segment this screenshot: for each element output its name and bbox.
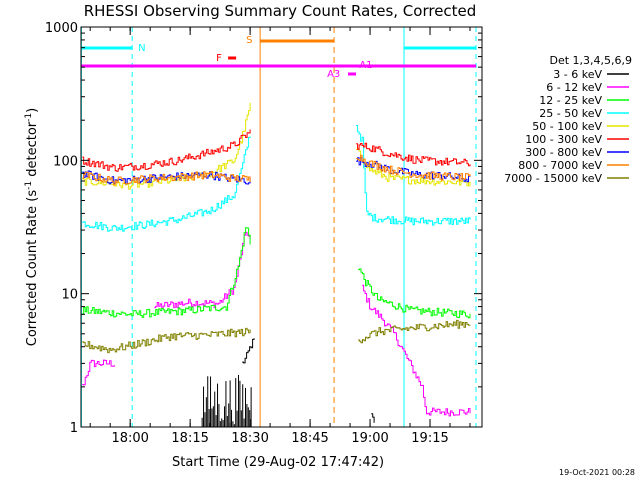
y-tick-label-0: 1 (70, 421, 78, 436)
legend-label-8: 7000 - 15000 keV (504, 172, 602, 185)
series-line-7-seg-0 (82, 170, 251, 186)
legend-label-5: 100 - 300 keV (525, 133, 602, 146)
series-line-3-seg-1 (356, 125, 471, 226)
plot-frame (80, 26, 483, 428)
series-line-0-seg-1 (371, 413, 375, 423)
x-tick-label-5: 19:15 (411, 431, 448, 446)
series-line-8-seg-0 (82, 327, 251, 354)
y-axis-label: Corrected Count Rate (s-1 detector-1) (24, 108, 40, 346)
legend-label-6: 300 - 800 keV (525, 146, 602, 159)
x-tick-label-1: 18:15 (171, 431, 208, 446)
saa-label: S (246, 35, 252, 46)
x-axis-label: Start Time (29-Aug-02 17:47:42) (172, 455, 384, 470)
series-line-3-seg-0 (82, 136, 251, 232)
series-line-0-seg-0 (242, 338, 255, 364)
x-tick-label-3: 18:45 (291, 431, 328, 446)
attenuator-3-label: A3 (327, 69, 340, 80)
x-tick-label-2: 18:30 (231, 431, 268, 446)
legend-label-0: 3 - 6 keV (553, 68, 602, 81)
legend-label-4: 50 - 100 keV (532, 120, 602, 133)
generation-timestamp: 19-Oct-2021 00:28 (559, 468, 635, 477)
legend-label-7: 800 - 7000 keV (518, 159, 602, 172)
y-tick-label-3: 1000 (45, 21, 78, 36)
legend-label-2: 12 - 25 keV (539, 94, 602, 107)
y-tick-label-1: 10 (61, 288, 78, 303)
legend-title: Det 1,3,4,5,6,9 (549, 54, 632, 67)
series-line-2-seg-1 (358, 268, 471, 319)
series-line-8-seg-1 (358, 319, 471, 344)
attenuator-1-label: A1 (359, 60, 372, 71)
axes: 18:00 18:15 18:30 18:45 19:00 19:15 1 10 100 1000 (45, 21, 482, 446)
observing-annotations: N S F A1 A3 (80, 27, 477, 427)
flare-label: F (216, 53, 222, 64)
y-tick-label-2: 100 (53, 154, 78, 169)
series-line-1-seg-0 (82, 359, 115, 386)
night-label: N (138, 43, 145, 54)
series-layer (82, 102, 471, 427)
series-line-5-seg-1 (356, 142, 471, 167)
x-tick-label-0: 18:00 (111, 431, 148, 446)
series-line-4-seg-1 (356, 147, 471, 187)
series-line-2-seg-0 (82, 227, 251, 318)
chart-title: RHESSI Observing Summary Count Rates, Co… (84, 2, 477, 20)
series-line-7-seg-1 (356, 154, 471, 182)
legend-label-3: 25 - 50 keV (539, 107, 602, 120)
series-line-1-seg-2 (362, 284, 471, 417)
x-tick-label-4: 19:00 (351, 431, 388, 446)
series-line-1-seg-1 (154, 231, 251, 309)
legend-label-1: 6 - 12 keV (546, 81, 602, 94)
series-line-5-seg-0 (82, 129, 251, 172)
